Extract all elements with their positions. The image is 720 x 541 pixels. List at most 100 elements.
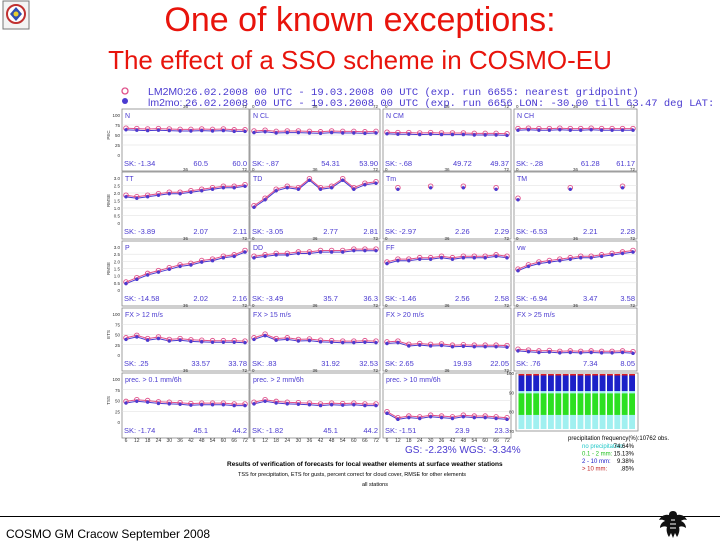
stat-value-a: 23.9: [455, 426, 470, 435]
data-point-b: [407, 133, 410, 136]
data-point-b: [631, 352, 634, 355]
data-point-b: [462, 256, 465, 259]
data-point-b: [330, 186, 333, 189]
legend-label-b: lm2mo:: [148, 97, 182, 109]
top-x-tick: 36: [183, 167, 189, 172]
y-tick-label: 50: [115, 133, 121, 138]
x-tick-label: 30: [428, 438, 434, 444]
data-point-b: [537, 129, 540, 132]
panel-label: prec. > 0.1 mm/6h: [125, 377, 182, 384]
data-point-b: [516, 129, 519, 132]
panel-label: N CL: [253, 113, 269, 120]
stat-skill: SK: 2.65: [385, 359, 414, 368]
panel-label: vw: [517, 245, 527, 252]
top-x-tick: 36: [183, 368, 189, 373]
y-tick-label: 0: [117, 221, 120, 226]
y-tick-label: 100: [112, 377, 120, 382]
data-point-b: [252, 206, 255, 209]
data-point-b: [462, 133, 465, 136]
data-point-b: [418, 133, 421, 136]
data-point-b: [211, 403, 214, 406]
data-point-b: [243, 185, 246, 188]
data-point-b: [429, 133, 432, 136]
y-tick-label: 2.5: [114, 184, 121, 189]
stat-value-a: 54.31: [321, 159, 340, 168]
stat-value-a: 60.5: [193, 159, 208, 168]
stat-skill: SK: -2.97: [385, 227, 416, 236]
top-x-tick: 72: [504, 303, 510, 308]
freq-y-tick: 90: [509, 390, 515, 395]
data-point-b: [600, 255, 603, 258]
x-tick-label: 54: [340, 438, 346, 444]
data-point-b: [589, 128, 592, 131]
data-point-b: [222, 341, 225, 344]
figure-caption: GS: -2.23% WGS: -3.34% Results of verifi…: [227, 445, 521, 488]
top-x-tick: 36: [183, 104, 189, 109]
data-point-b: [319, 404, 322, 407]
data-point-b: [537, 351, 540, 354]
data-point-b: [168, 402, 171, 405]
panel-label: TT: [125, 176, 134, 183]
top-x-tick: 72: [373, 236, 379, 241]
top-x-tick: 36: [444, 167, 450, 172]
y-axis-label: ETS: [106, 330, 111, 339]
y-tick-label: 0: [117, 288, 120, 293]
y-tick-label: 0.5: [114, 214, 121, 219]
stat-value-a: 31.92: [321, 359, 340, 368]
x-tick-label: 12: [395, 438, 401, 444]
data-point-b: [527, 350, 530, 353]
data-point-b: [516, 349, 519, 352]
data-point-b: [146, 273, 149, 276]
data-point-b: [610, 351, 613, 354]
data-point-b: [124, 195, 127, 198]
data-point-b: [429, 344, 432, 347]
data-point-b: [178, 192, 181, 195]
data-point-b: [263, 334, 266, 337]
stat-value-a: 2.07: [193, 227, 208, 236]
data-point-b: [341, 403, 344, 406]
y-tick-label: 0: [117, 153, 120, 158]
data-point-b: [330, 341, 333, 344]
stat-skill: SK: -.68: [385, 159, 412, 168]
y-tick-label: 2.0: [114, 191, 121, 196]
data-point-b: [579, 256, 582, 259]
x-tick-label: 30: [166, 438, 172, 444]
data-point-b: [232, 186, 235, 189]
data-point-b: [462, 186, 465, 189]
data-point-b: [146, 400, 149, 403]
data-point-b: [589, 256, 592, 259]
top-x-tick: 72: [373, 368, 379, 373]
y-tick-label: 1.5: [114, 267, 121, 272]
stat-value-a: 33.57: [191, 359, 210, 368]
verification-chart: LM2M0: 26.02.2008 00 UTC - 19.03.2008 00…: [0, 0, 720, 500]
data-point-b: [374, 131, 377, 134]
data-point-b: [385, 412, 388, 415]
stat-value-b: 44.2: [232, 426, 247, 435]
data-point-b: [418, 417, 421, 420]
x-tick-label: 60: [482, 438, 488, 444]
data-point-b: [374, 341, 377, 344]
data-point-b: [189, 340, 192, 343]
y-tick-label: 1.0: [114, 206, 121, 211]
data-point-b: [610, 129, 613, 132]
data-point-b: [200, 129, 203, 132]
data-point-b: [178, 129, 181, 132]
data-point-b: [569, 351, 572, 354]
data-point-b: [274, 401, 277, 404]
data-point-b: [308, 403, 311, 406]
y-tick-label: 1.5: [114, 199, 121, 204]
data-point-b: [297, 252, 300, 255]
freq-y-tick: 70: [509, 429, 515, 434]
x-tick-label: 66: [231, 438, 237, 444]
stat-value-b: 33.78: [228, 359, 247, 368]
y-tick-label: 2.0: [114, 259, 121, 264]
panel-label: prec. > 10 mm/6h: [386, 377, 441, 384]
stat-skill: SK: -3.89: [124, 227, 155, 236]
y-tick-label: 100: [112, 312, 120, 317]
data-point-b: [222, 403, 225, 406]
data-point-b: [252, 131, 255, 134]
data-point-b: [286, 131, 289, 134]
data-point-b: [297, 339, 300, 342]
